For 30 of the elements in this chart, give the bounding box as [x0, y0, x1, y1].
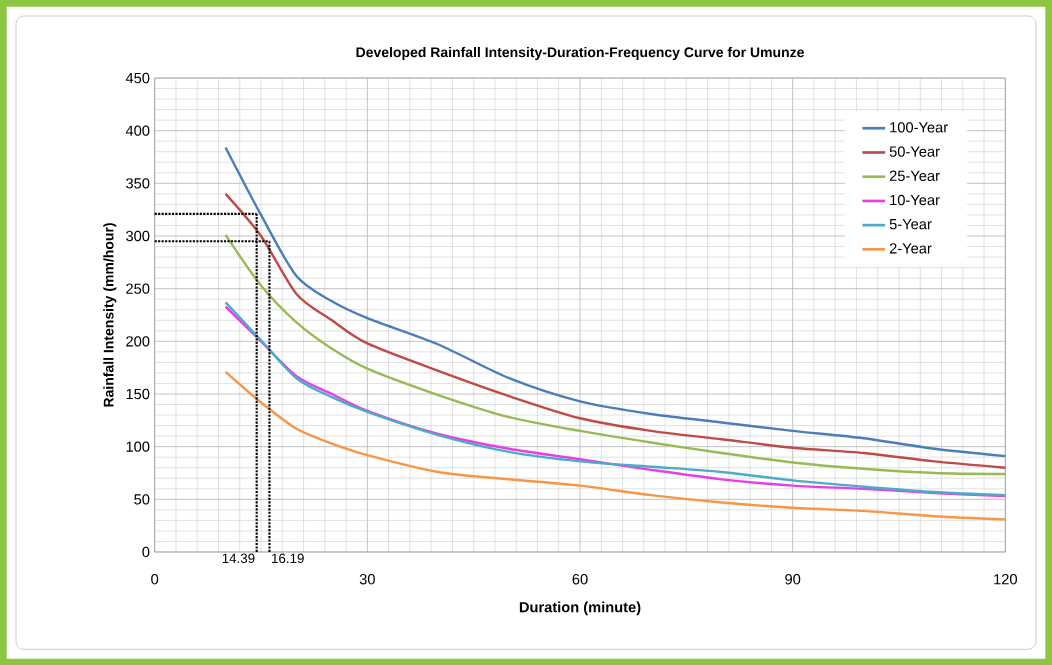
- ref-line-label: 14.39: [222, 553, 255, 563]
- ref-line-label: 16.19: [272, 553, 304, 563]
- x-tick-label: 0: [151, 573, 159, 585]
- y-axis-title: Rainfall Intensity (mm/hour): [103, 222, 117, 407]
- x-tick-label: 30: [359, 573, 375, 585]
- y-tick-label: 150: [126, 388, 150, 400]
- y-tick-label: 400: [125, 125, 150, 136]
- legend-label: 50-Year: [889, 146, 940, 157]
- y-tick-label: 450: [125, 72, 150, 84]
- legend-label: 5-Year: [889, 218, 932, 230]
- y-tick-label: 0: [142, 546, 150, 558]
- x-tick-label: 90: [785, 573, 801, 585]
- chart-title: Developed Rainfall Intensity-Duration-Frequency Curve for Umunze: [356, 46, 804, 60]
- y-tick-label: 350: [126, 178, 150, 189]
- legend-label: 10-Year: [890, 194, 940, 206]
- y-tick-label: 200: [126, 336, 150, 347]
- x-tick-label: 60: [572, 573, 588, 585]
- line-series: [224, 146, 1007, 458]
- y-tick-label: 250: [126, 283, 150, 294]
- x-tick-label: 120: [994, 573, 1017, 585]
- line-series: [224, 233, 1007, 476]
- line-series: [224, 370, 1007, 521]
- legend-label: 100-Year: [890, 121, 948, 133]
- line-series: [224, 192, 1007, 469]
- legend-label: 2-Year: [889, 243, 932, 254]
- x-axis-title: Duration (minute): [519, 601, 641, 616]
- y-tick-label: 100: [126, 441, 150, 452]
- y-tick-label: 50: [134, 494, 150, 505]
- legend-label: 25-Year: [889, 170, 940, 181]
- y-tick-label: 300: [126, 230, 150, 242]
